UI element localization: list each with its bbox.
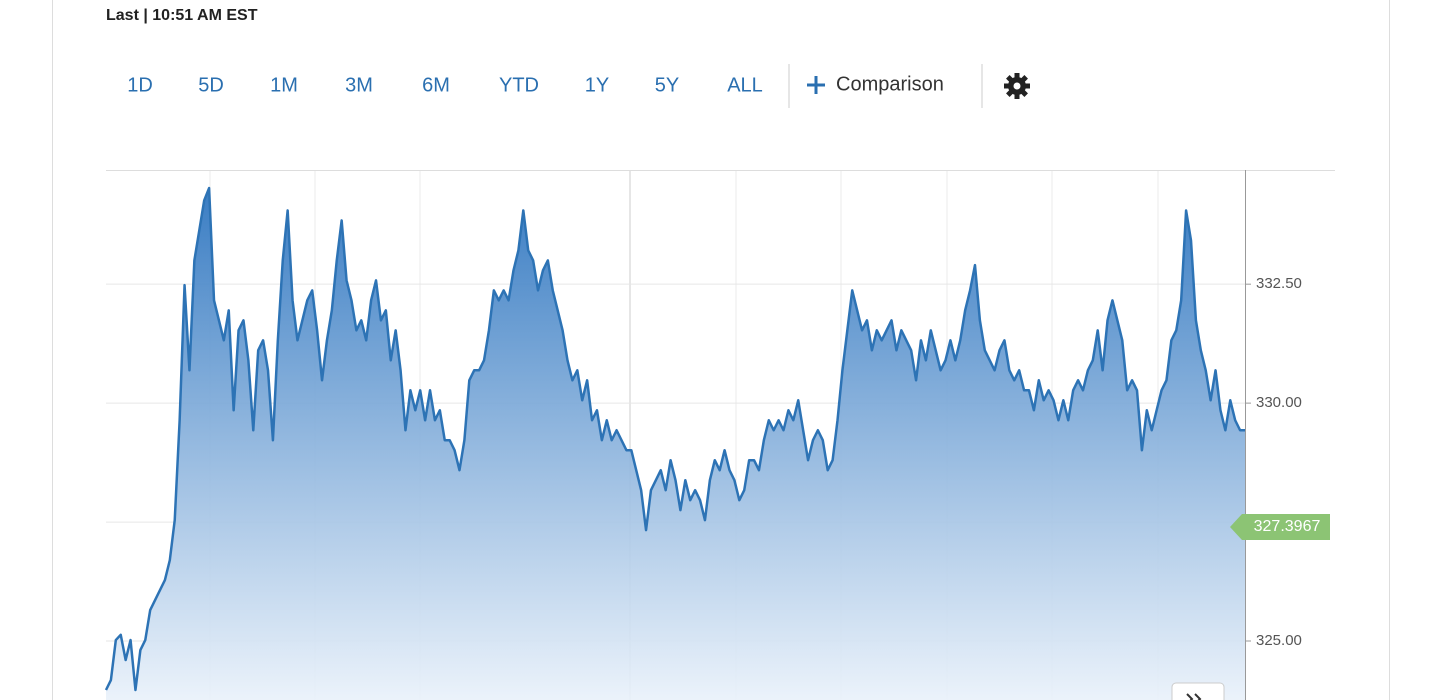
y-tick-label: 325.00 [1256,632,1302,649]
scroll-button[interactable] [1171,682,1225,700]
y-tick-label: 330.00 [1256,394,1302,411]
gear-teeth [1006,75,1028,97]
status: Last | 10:51 AM EST [106,7,258,24]
last-price-tag: 327.3967 [1230,513,1330,540]
area-fill [106,188,1245,700]
range-button[interactable]: 1Y [585,74,609,96]
gear-teeth [1006,75,1028,97]
price-line [104,186,1245,692]
toolbar: Comparison 1D 5D 1M 3M 6M YTD 1Y 5Y ALL [127,64,1030,108]
plot [104,186,1245,700]
gear-teeth [1004,73,1030,99]
range-button[interactable]: 5Y [655,74,679,96]
comparison-button[interactable]: Comparison [807,73,944,95]
range-button[interactable]: YTD [499,74,539,96]
scroll-icon [1186,693,1202,700]
last-price-marker [1230,513,1330,540]
scroll-button-box [1171,682,1225,700]
plus-icon [807,76,825,94]
gear-hole [1013,82,1021,90]
range-button[interactable]: 5D [198,74,224,96]
range-button[interactable]: 6M [422,74,450,96]
y-tick-label: 332.50 [1256,275,1302,292]
range-button[interactable]: 1M [270,74,298,96]
range-button[interactable]: 3M [345,74,373,96]
range-button[interactable]: ALL [727,74,763,96]
settings-button[interactable] [1004,73,1030,99]
range-button[interactable]: 1D [127,74,153,96]
last-price-label: 327.3967 [1254,518,1321,535]
comparison-label: Comparison [836,73,944,95]
